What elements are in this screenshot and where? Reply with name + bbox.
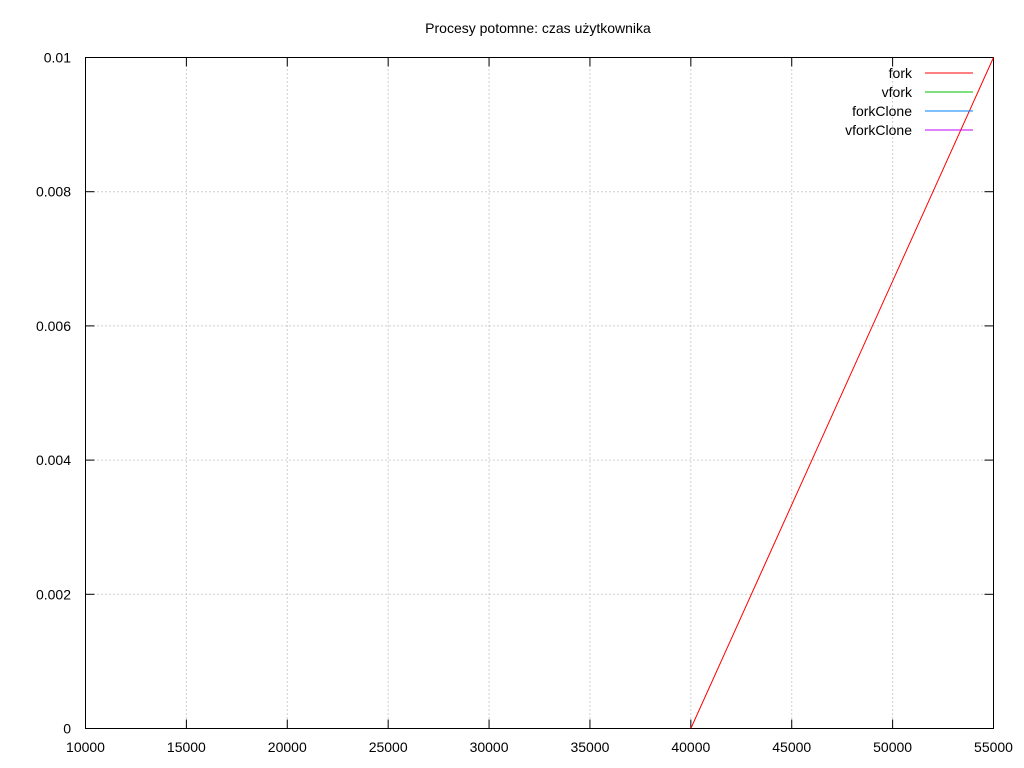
chart-title: Procesy potomne: czas użytkownika xyxy=(425,20,651,36)
x-tick-label: 20000 xyxy=(268,739,307,755)
x-tick-label: 25000 xyxy=(369,739,408,755)
y-tick-label: 0.008 xyxy=(36,184,71,200)
legend-label: vfork xyxy=(882,84,913,100)
x-tick-label: 30000 xyxy=(470,739,509,755)
plot-frame xyxy=(85,57,994,729)
series-line-fork xyxy=(690,57,994,729)
x-tick-label: 40000 xyxy=(671,739,710,755)
y-tick-label: 0.01 xyxy=(44,50,71,66)
legend-label: fork xyxy=(889,65,913,81)
x-tick-label: 35000 xyxy=(570,739,609,755)
y-axis-tick-labels: 0 0.002 0.004 0.006 0.008 0.01 xyxy=(36,50,71,737)
legend-label: forkClone xyxy=(852,103,912,119)
series-lines xyxy=(690,57,994,729)
axis-ticks xyxy=(85,57,994,729)
x-tick-label: 15000 xyxy=(167,739,206,755)
legend: fork vfork forkClone vforkClone xyxy=(845,65,973,138)
grid xyxy=(85,57,994,729)
y-tick-label: 0.006 xyxy=(36,318,71,334)
x-tick-label: 55000 xyxy=(974,739,1013,755)
y-tick-label: 0.004 xyxy=(36,452,71,468)
x-tick-label: 50000 xyxy=(873,739,912,755)
y-tick-label: 0.002 xyxy=(36,586,71,602)
legend-label: vforkClone xyxy=(845,122,912,138)
x-tick-label: 10000 xyxy=(66,739,105,755)
x-tick-label: 45000 xyxy=(772,739,811,755)
x-axis-tick-labels: 10000 15000 20000 25000 30000 35000 40000 45000… xyxy=(66,739,1013,755)
y-tick-label: 0 xyxy=(63,721,71,737)
